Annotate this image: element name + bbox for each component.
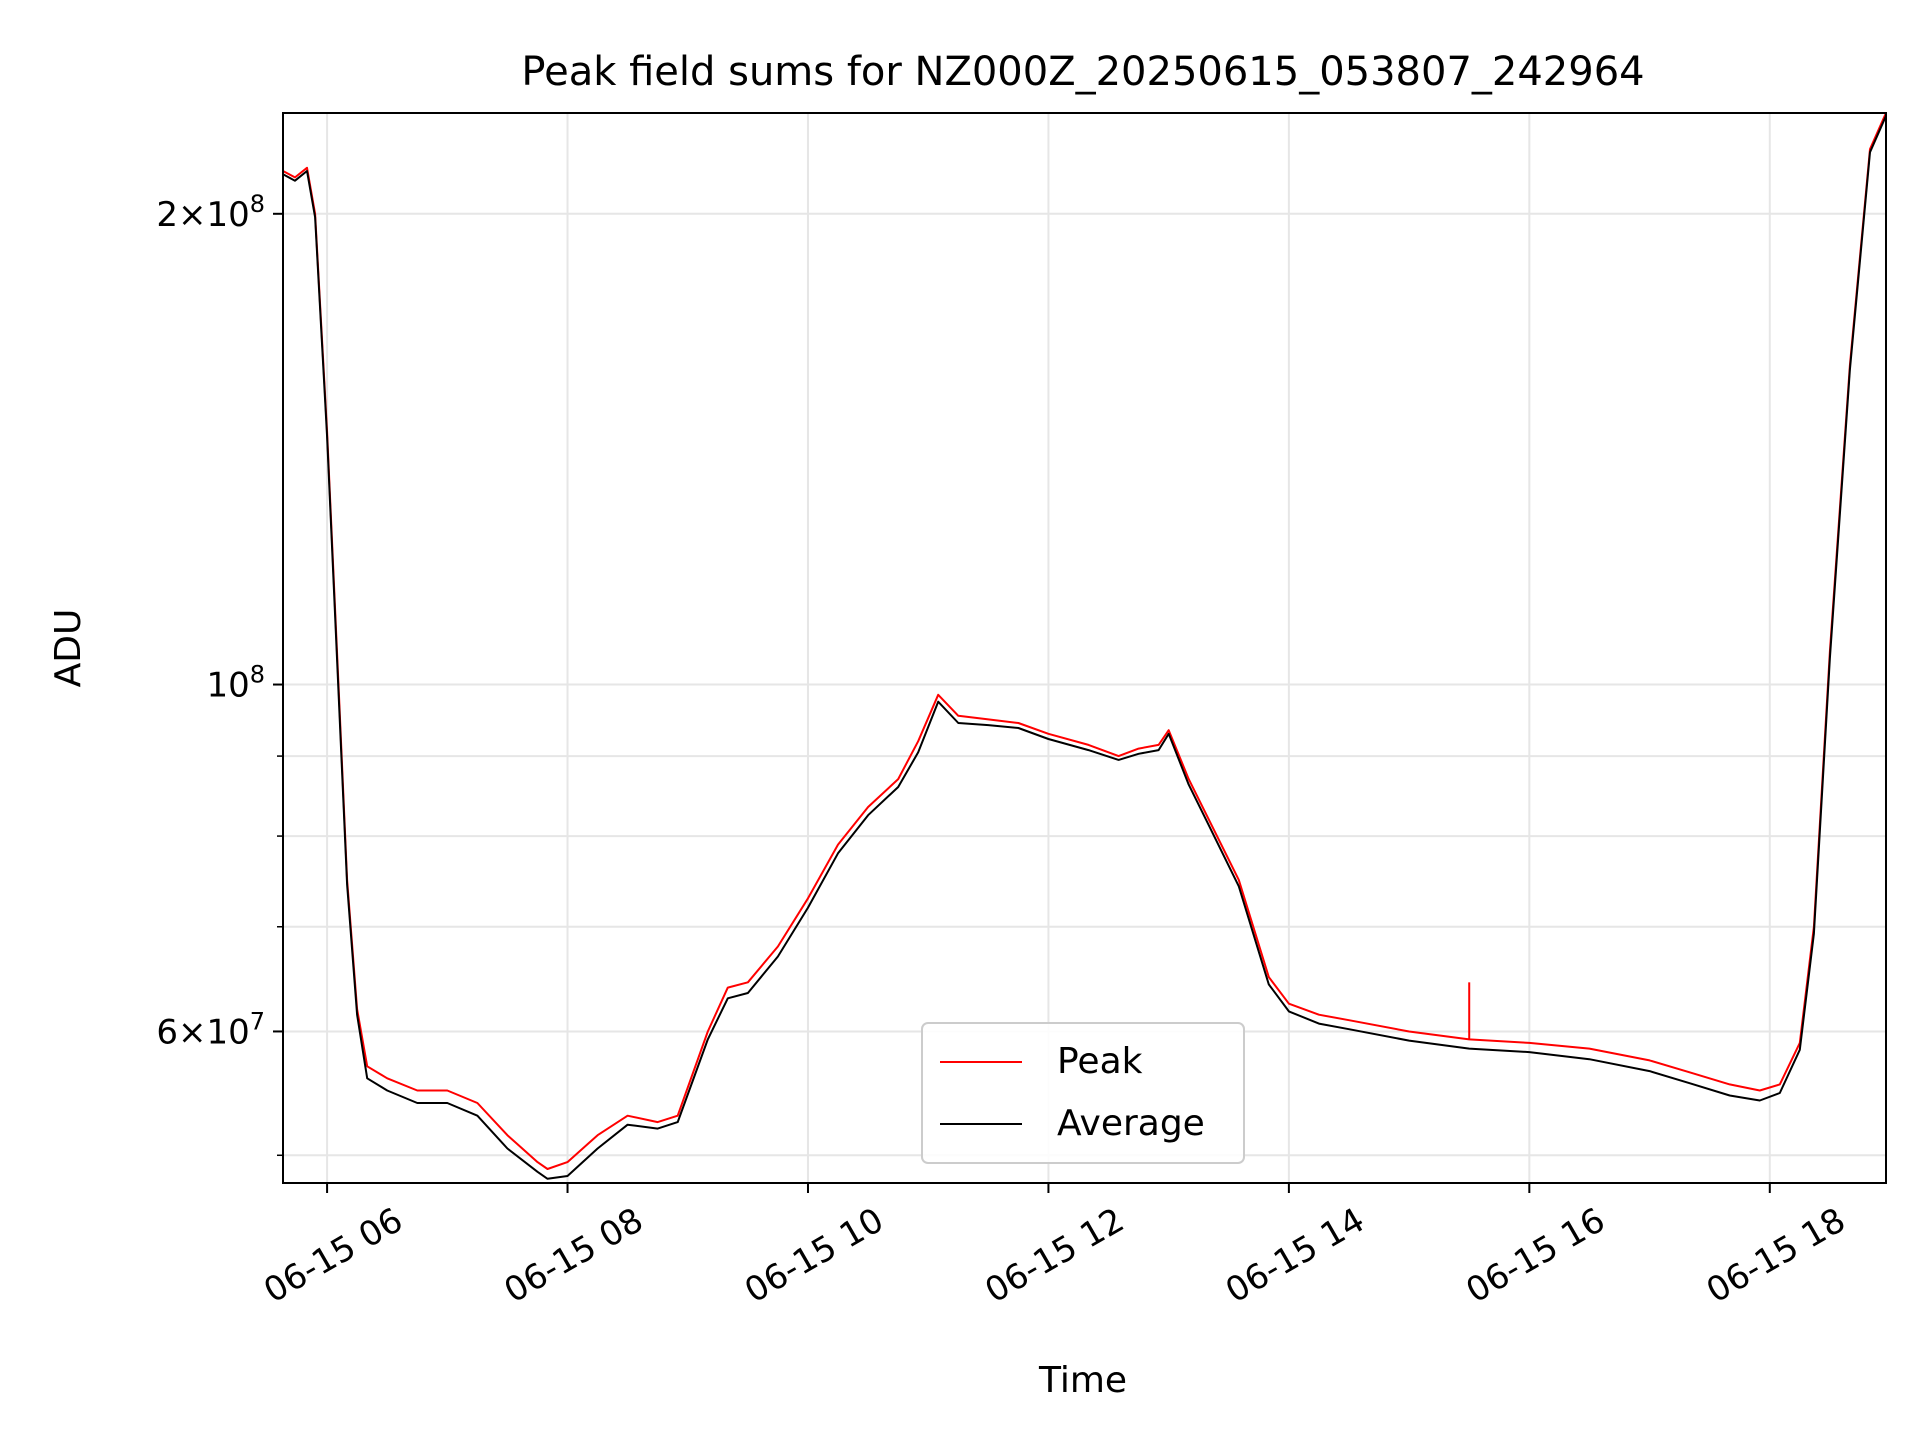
- series-peak-line: [282, 112, 1887, 1170]
- plot-frame: [282, 112, 1887, 1184]
- series-average-line: [282, 115, 1887, 1180]
- legend-box: [921, 1022, 1245, 1164]
- y-axis-label: ADU: [48, 609, 89, 688]
- legend: Peak Average: [921, 1022, 1245, 1164]
- y-tick-label-0: 6×107: [156, 1007, 265, 1052]
- chart-title: Peak field sums for NZ000Z_20250615_0538…: [521, 49, 1644, 95]
- legend-label-average: Average: [1057, 1103, 1205, 1144]
- grid: [283, 113, 1886, 1183]
- series-layer: [282, 112, 1887, 1180]
- x-axis-label: Time: [1038, 1360, 1127, 1401]
- y-tick-label-2: 2×108: [156, 190, 265, 235]
- y-tick-label-1: 108: [206, 661, 265, 706]
- legend-label-peak: Peak: [1057, 1041, 1143, 1082]
